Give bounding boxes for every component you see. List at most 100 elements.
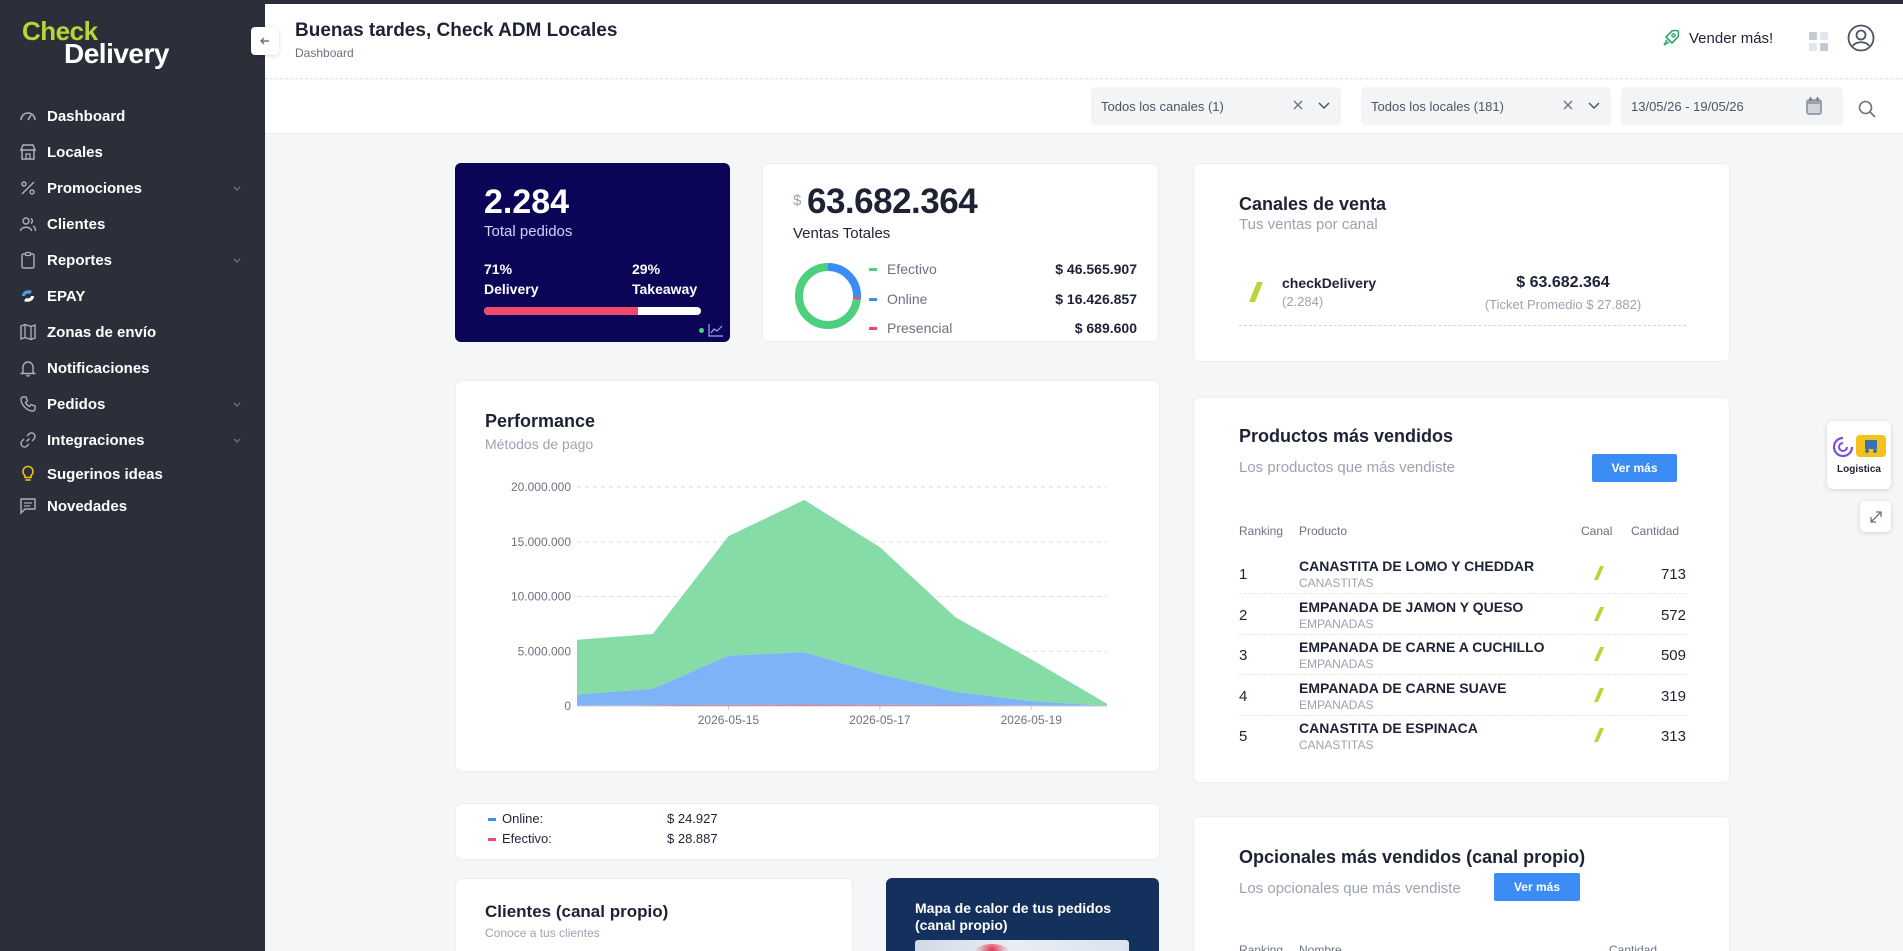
heatmap-hotspot	[975, 944, 1009, 951]
table-row[interactable]: 4 EMPANADA DE CARNE SUAVE EMPANADAS 319	[1239, 675, 1686, 716]
logistics-brand-icon	[1832, 436, 1854, 458]
column-header-quantity[interactable]: Cantidad	[1631, 524, 1680, 538]
table-row[interactable]: 5 CANASTITA DE ESPINACA CANASTITAS 313	[1239, 715, 1686, 756]
sidebar-item-label: Zonas de envío	[47, 323, 157, 341]
sidebar-item-sugerinos-ideas[interactable]: Sugerinos ideas	[0, 458, 265, 490]
x-tick-label: 2026-05-17	[849, 713, 911, 727]
column-header-ranking[interactable]: Ranking	[1239, 943, 1284, 951]
store-icon	[18, 142, 38, 162]
table-row[interactable]: 2 EMPANADA DE JAMON Y QUESO EMPANADAS 57…	[1239, 594, 1686, 635]
store-filter-select[interactable]: Todos los locales (181)	[1361, 87, 1611, 125]
payment-method-amount: $ 689.600	[1074, 320, 1137, 336]
card-title: Canales de venta	[1239, 194, 1387, 214]
sidebar-item-reportes[interactable]: Reportes	[0, 242, 265, 278]
product-category: CANASTITAS	[1299, 576, 1374, 590]
sidebar-item-label: Sugerinos ideas	[47, 465, 163, 483]
checkdelivery-channel-icon	[1594, 647, 1604, 661]
sidebar-item-promociones[interactable]: Promociones	[0, 170, 265, 206]
delivery-percent: 71%	[484, 261, 513, 277]
sidebar-item-dashboard[interactable]: Dashboard	[0, 98, 265, 134]
column-header-name[interactable]: Nombre	[1299, 943, 1342, 951]
sidebar-item-integraciones[interactable]: Integraciones	[0, 422, 265, 458]
delivery-takeaway-bar	[484, 307, 701, 315]
sell-more-button[interactable]: Vender más!	[1661, 28, 1773, 48]
chevron-down-icon[interactable]	[1317, 100, 1331, 112]
table-row[interactable]: 3 EMPANADA DE CARNE A CUCHILLO EMPANADAS…	[1239, 634, 1686, 675]
column-header-channel[interactable]: Canal	[1581, 524, 1613, 538]
sales-channels-card: Canales de venta Tus ventas por canal ch…	[1193, 163, 1730, 362]
legend-label: Efectivo:	[502, 831, 552, 846]
card-title: Productos más vendidos	[1239, 426, 1454, 446]
lightbulb-icon	[18, 464, 38, 484]
sidebar-item-label: Locales	[47, 143, 103, 161]
orders-heatmap-card[interactable]: Mapa de calor de tus pedidos (canal prop…	[886, 878, 1159, 951]
sidebar-item-notificaciones[interactable]: Notificaciones	[0, 350, 265, 386]
checkdelivery-channel-icon	[1594, 607, 1604, 621]
y-tick-label: 5.000.000	[518, 644, 572, 658]
column-header-ranking[interactable]: Ranking	[1239, 524, 1284, 538]
total-orders-label: Total pedidos	[484, 223, 573, 240]
users-icon	[18, 214, 38, 234]
legend-swatch	[488, 838, 496, 842]
channel-name: checkDelivery	[1282, 275, 1377, 291]
card-subtitle: Tus ventas por canal	[1239, 216, 1378, 233]
sidebar-item-pedidos[interactable]: Pedidos	[0, 386, 265, 422]
sidebar-item-epay[interactable]: EPAY	[0, 278, 265, 314]
sidebar-item-label: Promociones	[47, 179, 143, 197]
heatmap-preview-image[interactable]	[915, 940, 1129, 951]
product-category: EMPANADAS	[1299, 657, 1374, 671]
logistics-widget[interactable]: Logistica	[1827, 421, 1891, 489]
product-quantity: 509	[1660, 647, 1686, 664]
y-tick-label: 20.000.000	[511, 480, 571, 494]
legend-label: Online:	[502, 811, 544, 826]
sidebar-item-locales[interactable]: Locales	[0, 134, 265, 170]
product-rank: 3	[1239, 647, 1248, 664]
dashboard-icon	[18, 106, 38, 126]
takeaway-share: 29% Takeaway	[632, 261, 697, 297]
column-header-product[interactable]: Producto	[1299, 524, 1348, 538]
delivery-truck-icon	[1856, 435, 1886, 457]
sidebar-item-label: EPAY	[47, 287, 86, 305]
calendar-icon[interactable]	[1805, 96, 1823, 116]
delivery-bar-fill	[484, 307, 639, 315]
delivery-share: 71% Delivery	[484, 261, 538, 297]
column-header-quantity[interactable]: Cantidad	[1609, 943, 1658, 951]
x-tick-label: 2026-05-19	[1001, 713, 1063, 727]
clear-icon[interactable]	[1291, 98, 1305, 112]
legend-swatch	[869, 327, 877, 330]
sidebar-item-zonas-envio[interactable]: Zonas de envío	[0, 314, 265, 350]
search-icon[interactable]	[1857, 99, 1877, 119]
clear-icon[interactable]	[1561, 98, 1575, 112]
channel-filter-select[interactable]: Todos los canales (1)	[1091, 87, 1341, 125]
brand-logo[interactable]: Check Delivery	[22, 16, 202, 69]
legend-swatch	[869, 268, 877, 271]
sidebar-item-novedades[interactable]: Novedades	[0, 490, 265, 522]
channel-amount: $ 63.682.364	[1516, 274, 1610, 291]
sidebar-nav: Dashboard Locales Promociones Clientes R…	[0, 98, 265, 522]
see-more-options-button[interactable]: Ver más	[1494, 873, 1580, 901]
delivery-label: Delivery	[484, 281, 539, 297]
chevron-down-icon[interactable]	[1587, 100, 1601, 112]
chart-toggle[interactable]	[699, 323, 724, 337]
performance-area-chart: 0 5.000.000 10.000.000 15.000.000 20.000.000…	[511, 480, 1107, 727]
checkdelivery-channel-icon	[1594, 728, 1604, 742]
table-row[interactable]: 1 CANASTITA DE LOMO Y CHEDDAR CANASTITAS…	[1239, 553, 1686, 594]
top-border	[0, 0, 1903, 4]
user-avatar-icon[interactable]	[1847, 24, 1875, 52]
payment-methods-donut	[795, 263, 861, 329]
channel-filter-value: Todos los canales (1)	[1101, 98, 1224, 114]
top-options-card: Opcionales más vendidos (canal propio) L…	[1193, 816, 1730, 951]
donut-slice-efectivo	[795, 263, 861, 329]
date-range-input[interactable]: 13/05/26 - 19/05/26	[1621, 87, 1843, 125]
see-more-products-button[interactable]: Ver más	[1592, 454, 1677, 482]
collapse-sidebar-button[interactable]	[251, 27, 279, 55]
total-orders-value: 2.284	[484, 183, 570, 221]
top-products-card: Productos más vendidos Los productos que…	[1193, 397, 1730, 783]
collapse-widget-button[interactable]	[1860, 501, 1891, 532]
clipboard-icon	[18, 250, 38, 270]
sidebar-item-clientes[interactable]: Clientes	[0, 206, 265, 242]
card-title: Opcionales más vendidos (canal propio)	[1239, 847, 1586, 867]
area-series-online	[577, 652, 1107, 706]
breadcrumb[interactable]: Dashboard	[295, 46, 354, 60]
apps-grid-icon[interactable]	[1808, 31, 1830, 53]
